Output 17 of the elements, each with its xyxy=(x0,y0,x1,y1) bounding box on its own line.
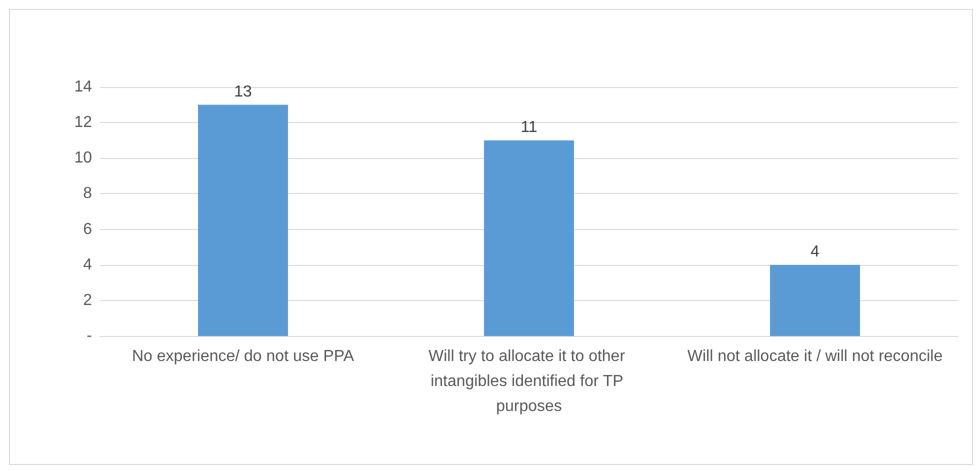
data-label: 13 xyxy=(234,83,252,100)
y-tick-label: 14 xyxy=(74,78,92,96)
y-tick-label: 8 xyxy=(83,185,92,202)
x-tick-label: Will try to allocate it to other intangibles identified for TP purposes xyxy=(428,348,630,415)
x-tick-label: Will not allocate it / will not reconcile xyxy=(687,348,943,365)
y-tick-label: 2 xyxy=(83,292,92,309)
data-label: 4 xyxy=(810,243,820,260)
y-tick-label: 12 xyxy=(74,114,92,132)
x-tick-label: No experience/ do not use PPA xyxy=(132,348,354,365)
bar xyxy=(198,104,288,336)
y-tick-label: 4 xyxy=(83,256,92,274)
y-tick-label: 6 xyxy=(83,220,92,238)
bar xyxy=(484,140,574,336)
y-tick-label: - xyxy=(86,328,92,344)
data-label: 11 xyxy=(520,118,538,136)
y-tick-label: 10 xyxy=(74,150,92,167)
bar xyxy=(770,264,860,336)
